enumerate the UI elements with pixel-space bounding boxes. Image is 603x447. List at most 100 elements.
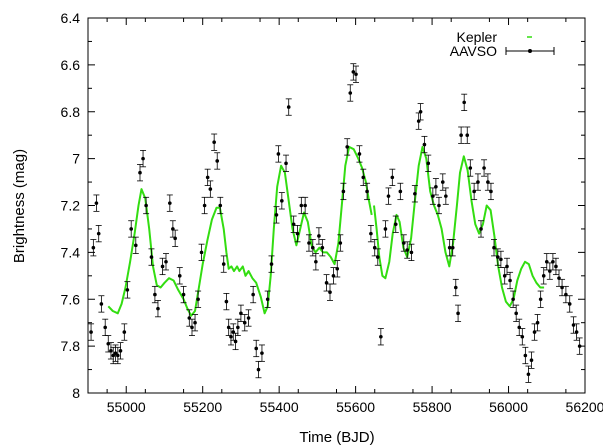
aavso-point-27 [176,267,183,285]
data-point [413,191,417,196]
aavso-point-141 [559,278,566,297]
data-point [444,194,448,198]
axis-ticks: 55000 55200 55400 55600 55800 56000 56200 6.4 6.… [61,10,603,415]
aavso-point-59 [283,154,290,172]
y-tick-label-2: 6.8 [61,104,81,120]
aavso-point-2 [93,194,100,212]
data-point [202,203,207,208]
aavso-point-10 [114,346,121,365]
aavso-point-4 [98,295,105,313]
aavso-point-77 [347,84,354,102]
x-tick-label-1: 55200 [183,399,222,415]
data-point [125,288,130,292]
aavso-point-48 [241,314,248,332]
aavso-point-87 [382,220,389,238]
data-point [440,180,445,184]
y-axis-title: Brightness (mag) [11,149,28,263]
aavso-point-142 [562,285,569,304]
aavso-point-79 [352,65,359,83]
y-tick-label-6: 7.6 [61,291,81,307]
data-point [168,201,172,205]
aavso-point-80 [356,145,363,163]
aavso-point-115 [478,220,485,238]
aavso-point-120 [494,248,501,266]
data-point [242,320,247,325]
data-point [453,285,458,290]
data-point [138,170,142,175]
aavso-point-75 [340,182,347,201]
aavso-point-125 [510,290,517,308]
aavso-point-129 [522,346,529,365]
aavso-point-128 [519,328,526,346]
data-point [523,353,528,358]
aavso-point-97 [417,103,424,121]
aavso-point-83 [367,225,374,243]
aavso-point-145 [573,323,580,341]
data-point [109,349,113,353]
data-point [422,142,427,147]
aavso-point-18 [143,196,150,215]
aavso-point-20 [151,285,158,304]
data-point [489,189,493,194]
aavso-point-106 [449,239,456,257]
aavso-point-12 [121,323,128,341]
legend-label-aavso: AAVSO [450,43,497,59]
axes-frame [87,17,586,394]
data-point [335,266,340,271]
aavso-point-16 [136,164,143,182]
aavso-point-103 [439,173,446,191]
aavso-point-133 [534,314,541,332]
data-point [369,231,373,236]
data-point [218,203,223,208]
aavso-point-39 [217,196,224,215]
aavso-point-29 [186,309,193,327]
aavso-point-60 [285,98,292,116]
aavso-point-68 [315,227,322,245]
aavso-point-14 [128,220,135,238]
aavso-point-108 [455,304,462,322]
aavso-point-31 [192,314,199,332]
data-point [229,334,233,339]
data-point [328,290,332,295]
aavso-point-32 [195,290,202,308]
aavso-point-15 [132,236,139,254]
data-point [113,351,118,355]
aavso-point-99 [425,154,432,172]
data-point [193,320,197,325]
aavso-point-137 [546,262,553,280]
legend: Kepler AAVSO [450,29,555,59]
data-point [246,316,251,320]
aavso-point-17 [140,150,147,168]
aavso-point-112 [467,159,474,177]
aavso-point-85 [374,248,381,266]
aavso-point-135 [540,267,547,285]
data-point [190,325,194,330]
aavso-point-38 [214,152,221,170]
aavso-point-56 [273,206,280,224]
data-point [538,297,543,302]
y-tick-label-5: 7.4 [61,244,81,260]
data-point [160,264,165,269]
data-point [529,358,534,362]
data-point [345,145,350,149]
aavso-point-110 [461,93,468,111]
data-point [212,140,216,145]
aavso-point-28 [180,285,187,304]
plot-border [87,17,586,394]
aavso-point-95 [411,185,418,203]
data-point [164,259,168,264]
y-tick-label-3: 7 [72,151,80,167]
data-point [514,311,518,316]
x-tick-label-5: 56000 [489,399,528,415]
aavso-point-67 [312,253,319,271]
aavso-point-34 [201,196,208,215]
data-point [233,339,238,344]
data-point [89,330,93,334]
aavso-point-19 [148,248,155,266]
aavso-point-49 [245,309,252,327]
data-point [535,320,540,325]
data-point [462,100,466,105]
aavso-point-134 [537,290,544,308]
data-point [418,109,423,114]
data-point [434,184,438,189]
